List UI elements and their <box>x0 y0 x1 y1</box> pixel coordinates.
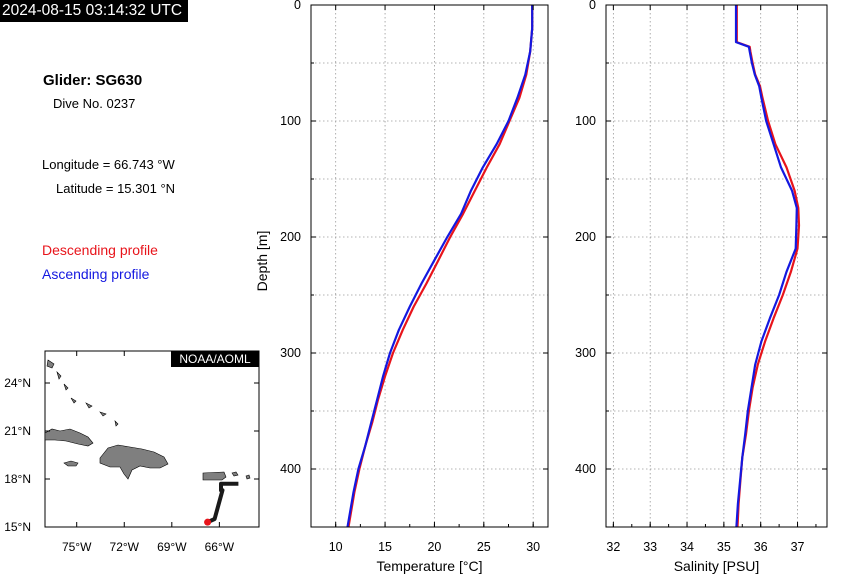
y-tick-label: 200 <box>280 230 301 244</box>
map-lat-label: 15°N <box>4 520 31 534</box>
x-tick-label: 33 <box>643 540 657 554</box>
series-line <box>347 5 534 528</box>
map-credit: NOAA/AOML <box>179 352 251 366</box>
map-land <box>44 359 251 481</box>
x-axis-label: Temperature [°C] <box>377 558 483 574</box>
dive-number: Dive No. 0237 <box>53 96 136 111</box>
y-tick-label: 400 <box>280 462 301 476</box>
latitude-readout: Latitude = 15.301 °N <box>56 181 176 196</box>
legend-ascending: Ascending profile <box>42 266 150 282</box>
x-axis-label: Salinity [PSU] <box>674 558 760 574</box>
hispaniola-landmass <box>99 444 169 480</box>
map-lat-label: 18°N <box>4 472 31 486</box>
x-tick-label: 32 <box>606 540 620 554</box>
map-lon-ticks: 75°W 72°W 69°W 66°W <box>62 351 235 554</box>
glider-track <box>206 481 239 525</box>
x-tick-label: 25 <box>477 540 491 554</box>
map-lon-label: 69°W <box>157 540 187 554</box>
y-tick-label: 200 <box>575 230 596 244</box>
map-lon-label: 75°W <box>62 540 92 554</box>
glider-name: Glider: SG630 <box>43 72 143 89</box>
chart-grid <box>606 4 827 528</box>
map-lat-label: 24°N <box>4 376 31 390</box>
x-tick-label: 35 <box>717 540 731 554</box>
y-tick-label: 300 <box>280 346 301 360</box>
plot-frame <box>605 4 828 528</box>
location-map: NOAA/AOML 24°N 21°N 18°N 15°N 75°W 72°W 69°W 6… <box>4 350 260 554</box>
y-tick-label: 300 <box>575 346 596 360</box>
y-tick-label: 100 <box>280 114 301 128</box>
series-line <box>734 5 798 528</box>
x-tick-label: 34 <box>680 540 694 554</box>
x-tick-label: 30 <box>526 540 540 554</box>
map-lat-ticks: 24°N 21°N 18°N 15°N <box>4 376 259 534</box>
timestamp-banner: 2024-08-15 03:14:32 UTC <box>0 0 189 22</box>
longitude-readout: Longitude = 66.743 °W <box>42 157 175 172</box>
bahamas-islands <box>46 359 119 427</box>
virgin-islands <box>231 471 251 480</box>
y-tick-label: 0 <box>294 0 301 12</box>
x-tick-label: 36 <box>754 540 768 554</box>
y-axis-label: Depth [m] <box>254 231 270 292</box>
salinity-chart: 32 33 34 35 36 37 0 100 200 300 400 Salinity [PSU] <box>575 0 828 574</box>
chart-grid <box>311 4 548 528</box>
map-lon-label: 66°W <box>205 540 235 554</box>
puerto-rico-landmass <box>202 471 227 481</box>
jamaica-landmass <box>63 460 79 467</box>
y-tick-label: 400 <box>575 462 596 476</box>
series-line <box>346 5 534 528</box>
map-lon-label: 72°W <box>110 540 140 554</box>
cuba-landmass <box>44 428 94 447</box>
plot-frame <box>310 4 549 528</box>
x-tick-label: 15 <box>378 540 392 554</box>
x-tick-label: 10 <box>329 540 343 554</box>
glider-position-marker <box>204 518 212 526</box>
x-tick-label: 20 <box>427 540 441 554</box>
legend-descending: Descending profile <box>42 242 158 258</box>
x-tick-label: 37 <box>791 540 805 554</box>
map-lat-label: 21°N <box>4 424 31 438</box>
credit-background <box>171 351 259 367</box>
y-tick-label: 100 <box>575 114 596 128</box>
y-tick-label: 0 <box>589 0 596 12</box>
